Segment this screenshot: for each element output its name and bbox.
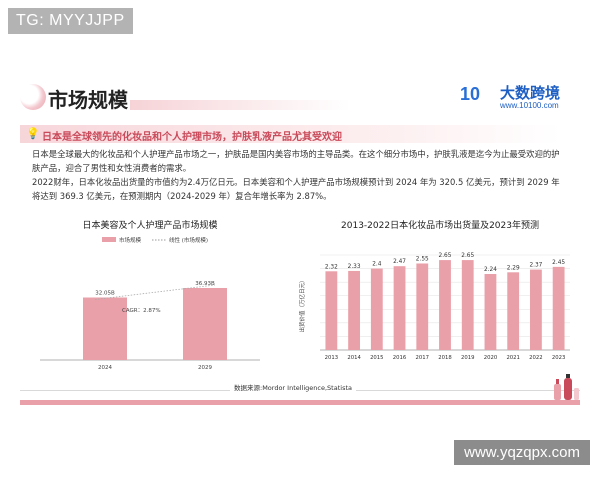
title-underline bbox=[130, 100, 350, 110]
tick-label: 2017 bbox=[416, 355, 429, 361]
shipment-chart: 2013-2022日本化妆品市场出货量及2023年预测 出货价值（万亿日元） 2… bbox=[298, 219, 570, 361]
tick-label: 2018 bbox=[438, 355, 452, 361]
brand-logo: 10 大数跨境 www.10100.com bbox=[460, 82, 570, 114]
bar bbox=[416, 263, 429, 350]
tick-label: 2016 bbox=[393, 355, 407, 361]
bar bbox=[183, 287, 227, 360]
bar bbox=[325, 271, 338, 350]
cosmetic-bottles-icon bbox=[554, 374, 579, 400]
tick-label: 2023 bbox=[552, 355, 565, 361]
overlay-tag: TG: MYYJJPP bbox=[8, 8, 133, 34]
trend-line bbox=[94, 284, 216, 300]
legend-swatch-bar bbox=[102, 237, 116, 242]
bar bbox=[552, 266, 565, 350]
tick-label: 2022 bbox=[529, 355, 542, 361]
data-label: 2.4 bbox=[372, 262, 382, 268]
legend-item-bar: 市场规模 bbox=[119, 236, 142, 244]
data-label: 2.55 bbox=[416, 256, 429, 262]
data-label: 36.93B bbox=[195, 281, 215, 287]
tick-label: 2015 bbox=[370, 355, 383, 361]
cagr-annotation: CAGR：2.87% bbox=[122, 308, 161, 314]
title-bubble-icon bbox=[20, 84, 46, 110]
chart-title: 日本美容及个人护理产品市场规模 bbox=[82, 219, 217, 231]
tick-label: 2019 bbox=[461, 355, 474, 361]
tick-label: 2024 bbox=[98, 365, 112, 371]
slide-base-strip bbox=[20, 400, 580, 405]
market-size-chart: 日本美容及个人护理产品市场规模 市场规模 线性 (市场规模) 32.05B 202… bbox=[40, 219, 260, 371]
title-block: 市场规模 bbox=[20, 80, 350, 116]
bar bbox=[393, 266, 406, 350]
data-label: 2.29 bbox=[507, 265, 520, 271]
data-label: 2.37 bbox=[529, 263, 542, 269]
bulb-icon: 💡 bbox=[26, 127, 40, 140]
tick-label: 2020 bbox=[484, 355, 498, 361]
highlight-banner: 💡 日本是全球领先的化妆品和个人护理市场，护肤乳液产品尤其受欢迎 bbox=[20, 125, 560, 143]
logo-mark-icon: 10 bbox=[460, 84, 481, 104]
data-label: 2.45 bbox=[552, 260, 565, 266]
data-label: 32.05B bbox=[95, 291, 115, 297]
tick-label: 2029 bbox=[198, 365, 212, 371]
data-label: 2.24 bbox=[484, 267, 497, 273]
site-watermark: www.yqzqpx.com bbox=[454, 440, 590, 465]
bar bbox=[530, 269, 542, 350]
data-label: 2.65 bbox=[439, 253, 452, 259]
paragraph-2: 2022财年，日本化妆品出货量的市值约为2.4万亿日元。日本美容和个人护理产品市… bbox=[32, 177, 560, 201]
bar bbox=[484, 274, 497, 350]
slide: 市场规模 10 大数跨境 www.10100.com 💡 日本是全球领先的化妆品… bbox=[20, 70, 580, 405]
bar bbox=[439, 260, 451, 350]
bar bbox=[348, 270, 360, 350]
data-label: 2.65 bbox=[461, 253, 474, 259]
tick-label: 2021 bbox=[506, 355, 519, 361]
bar bbox=[83, 297, 127, 360]
paragraph-1: 日本是全球最大的化妆品和个人护理产品市场之一，护肤品是国内美容市场的主导品类。在… bbox=[32, 149, 560, 173]
chart-title: 2013-2022日本化妆品市场出货量及2023年预测 bbox=[341, 219, 539, 231]
tick-label: 2013 bbox=[325, 355, 338, 361]
data-label: 2.47 bbox=[393, 259, 406, 265]
source-note: 数据来源:Mordor Intelligence,Statista bbox=[230, 382, 356, 392]
y-axis-label: 出货价值（万亿日元） bbox=[298, 277, 306, 332]
bar bbox=[461, 260, 474, 350]
bar bbox=[370, 268, 383, 350]
tick-label: 2014 bbox=[347, 355, 361, 361]
logo-url: www.10100.com bbox=[500, 101, 559, 110]
data-label: 2.32 bbox=[325, 264, 338, 270]
logo-name: 大数跨境 bbox=[500, 84, 561, 102]
page-title: 市场规模 bbox=[48, 88, 128, 112]
data-label: 2.33 bbox=[348, 264, 361, 270]
bar bbox=[507, 272, 520, 350]
highlight-text: 日本是全球领先的化妆品和个人护理市场，护肤乳液产品尤其受欢迎 bbox=[42, 132, 342, 143]
legend-item-trend: 线性 (市场规模) bbox=[169, 236, 208, 244]
